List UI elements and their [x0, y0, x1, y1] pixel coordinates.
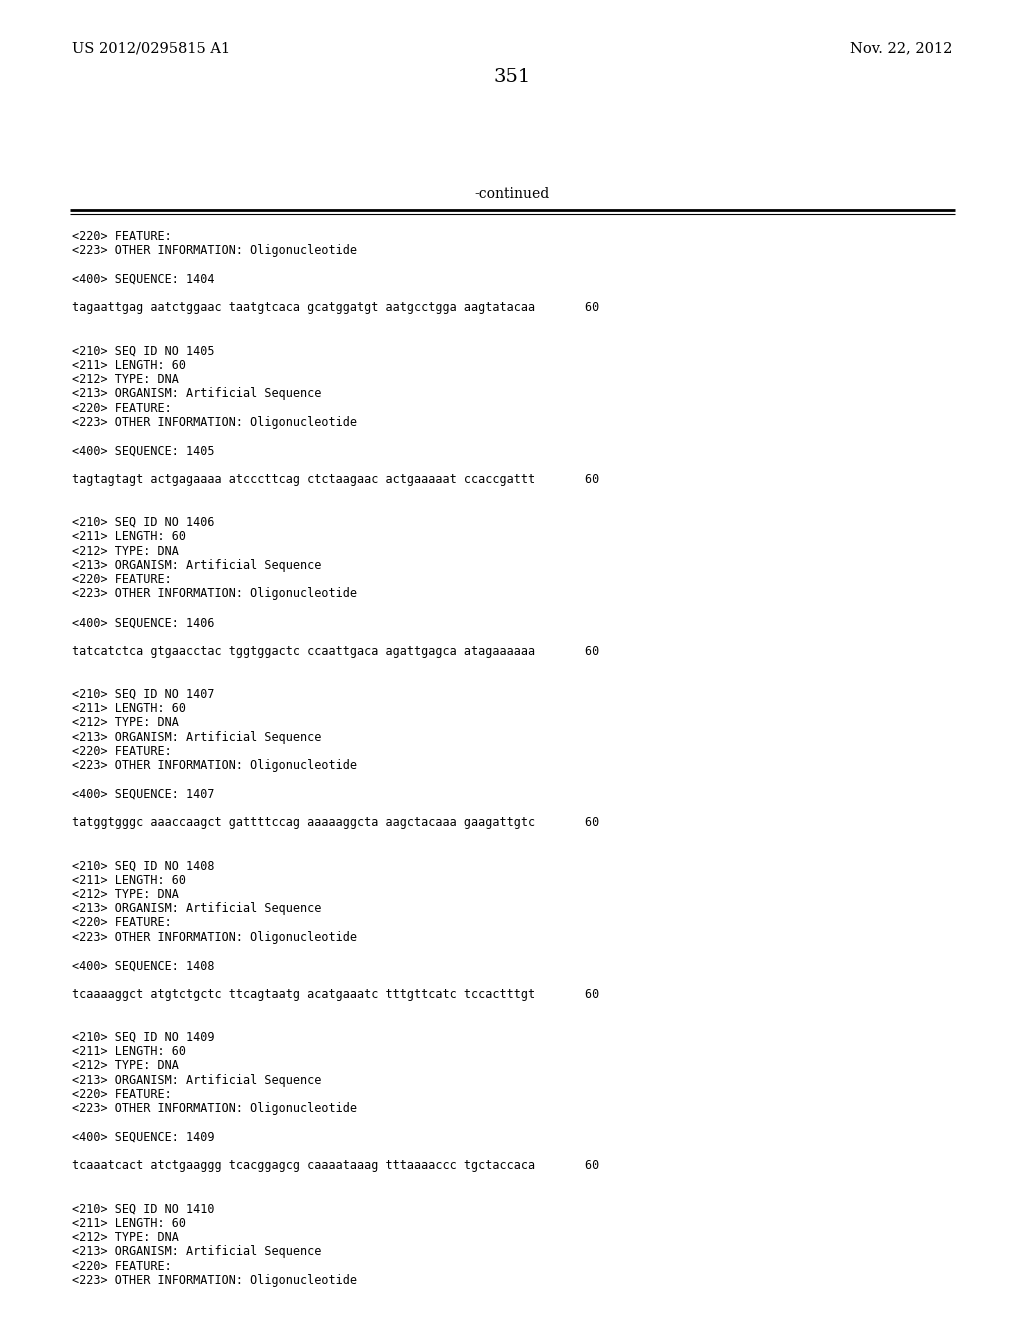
- Text: <220> FEATURE:: <220> FEATURE:: [72, 401, 172, 414]
- Text: <210> SEQ ID NO 1407: <210> SEQ ID NO 1407: [72, 688, 214, 701]
- Text: <223> OTHER INFORMATION: Oligonucleotide: <223> OTHER INFORMATION: Oligonucleotide: [72, 587, 357, 601]
- Text: tcaaatcact atctgaaggg tcacggagcg caaaataaag tttaaaaccc tgctaccaca       60: tcaaatcact atctgaaggg tcacggagcg caaaata…: [72, 1159, 599, 1172]
- Text: <212> TYPE: DNA: <212> TYPE: DNA: [72, 888, 179, 900]
- Text: tagtagtagt actgagaaaa atcccttcag ctctaagaac actgaaaaat ccaccgattt       60: tagtagtagt actgagaaaa atcccttcag ctctaag…: [72, 473, 599, 486]
- Text: <220> FEATURE:: <220> FEATURE:: [72, 744, 172, 758]
- Text: <210> SEQ ID NO 1405: <210> SEQ ID NO 1405: [72, 345, 214, 358]
- Text: <211> LENGTH: 60: <211> LENGTH: 60: [72, 874, 186, 887]
- Text: <213> ORGANISM: Artificial Sequence: <213> ORGANISM: Artificial Sequence: [72, 558, 322, 572]
- Text: tatggtgggc aaaccaagct gattttccag aaaaaggcta aagctacaaa gaagattgtc       60: tatggtgggc aaaccaagct gattttccag aaaaagg…: [72, 816, 599, 829]
- Text: <220> FEATURE:: <220> FEATURE:: [72, 230, 172, 243]
- Text: <400> SEQUENCE: 1406: <400> SEQUENCE: 1406: [72, 616, 214, 630]
- Text: tagaattgag aatctggaac taatgtcaca gcatggatgt aatgcctgga aagtatacaa       60: tagaattgag aatctggaac taatgtcaca gcatgga…: [72, 301, 599, 314]
- Text: <213> ORGANISM: Artificial Sequence: <213> ORGANISM: Artificial Sequence: [72, 1245, 322, 1258]
- Text: <400> SEQUENCE: 1405: <400> SEQUENCE: 1405: [72, 445, 214, 458]
- Text: <211> LENGTH: 60: <211> LENGTH: 60: [72, 702, 186, 715]
- Text: <212> TYPE: DNA: <212> TYPE: DNA: [72, 1232, 179, 1243]
- Text: <223> OTHER INFORMATION: Oligonucleotide: <223> OTHER INFORMATION: Oligonucleotide: [72, 416, 357, 429]
- Text: <213> ORGANISM: Artificial Sequence: <213> ORGANISM: Artificial Sequence: [72, 902, 322, 915]
- Text: <212> TYPE: DNA: <212> TYPE: DNA: [72, 1060, 179, 1072]
- Text: <210> SEQ ID NO 1408: <210> SEQ ID NO 1408: [72, 859, 214, 873]
- Text: <213> ORGANISM: Artificial Sequence: <213> ORGANISM: Artificial Sequence: [72, 730, 322, 743]
- Text: <223> OTHER INFORMATION: Oligonucleotide: <223> OTHER INFORMATION: Oligonucleotide: [72, 931, 357, 944]
- Text: US 2012/0295815 A1: US 2012/0295815 A1: [72, 41, 230, 55]
- Text: <223> OTHER INFORMATION: Oligonucleotide: <223> OTHER INFORMATION: Oligonucleotide: [72, 1102, 357, 1115]
- Text: <223> OTHER INFORMATION: Oligonucleotide: <223> OTHER INFORMATION: Oligonucleotide: [72, 1274, 357, 1287]
- Text: <400> SEQUENCE: 1407: <400> SEQUENCE: 1407: [72, 788, 214, 801]
- Text: <223> OTHER INFORMATION: Oligonucleotide: <223> OTHER INFORMATION: Oligonucleotide: [72, 759, 357, 772]
- Text: <211> LENGTH: 60: <211> LENGTH: 60: [72, 359, 186, 372]
- Text: <400> SEQUENCE: 1409: <400> SEQUENCE: 1409: [72, 1131, 214, 1144]
- Text: tatcatctca gtgaacctac tggtggactc ccaattgaca agattgagca atagaaaaaa       60: tatcatctca gtgaacctac tggtggactc ccaattg…: [72, 644, 599, 657]
- Text: <220> FEATURE:: <220> FEATURE:: [72, 1088, 172, 1101]
- Text: <213> ORGANISM: Artificial Sequence: <213> ORGANISM: Artificial Sequence: [72, 1073, 322, 1086]
- Text: <212> TYPE: DNA: <212> TYPE: DNA: [72, 717, 179, 729]
- Text: -continued: -continued: [474, 187, 550, 201]
- Text: <400> SEQUENCE: 1408: <400> SEQUENCE: 1408: [72, 960, 214, 973]
- Text: <223> OTHER INFORMATION: Oligonucleotide: <223> OTHER INFORMATION: Oligonucleotide: [72, 244, 357, 257]
- Text: <220> FEATURE:: <220> FEATURE:: [72, 916, 172, 929]
- Text: <212> TYPE: DNA: <212> TYPE: DNA: [72, 545, 179, 557]
- Text: <211> LENGTH: 60: <211> LENGTH: 60: [72, 1217, 186, 1230]
- Text: <220> FEATURE:: <220> FEATURE:: [72, 573, 172, 586]
- Text: <211> LENGTH: 60: <211> LENGTH: 60: [72, 1045, 186, 1059]
- Text: <212> TYPE: DNA: <212> TYPE: DNA: [72, 374, 179, 385]
- Text: tcaaaaggct atgtctgctc ttcagtaatg acatgaaatc tttgttcatc tccactttgt       60: tcaaaaggct atgtctgctc ttcagtaatg acatgaa…: [72, 987, 599, 1001]
- Text: <210> SEQ ID NO 1409: <210> SEQ ID NO 1409: [72, 1031, 214, 1044]
- Text: Nov. 22, 2012: Nov. 22, 2012: [850, 41, 952, 55]
- Text: <211> LENGTH: 60: <211> LENGTH: 60: [72, 531, 186, 544]
- Text: <210> SEQ ID NO 1406: <210> SEQ ID NO 1406: [72, 516, 214, 529]
- Text: <210> SEQ ID NO 1410: <210> SEQ ID NO 1410: [72, 1203, 214, 1216]
- Text: <400> SEQUENCE: 1404: <400> SEQUENCE: 1404: [72, 273, 214, 286]
- Text: <213> ORGANISM: Artificial Sequence: <213> ORGANISM: Artificial Sequence: [72, 387, 322, 400]
- Text: <220> FEATURE:: <220> FEATURE:: [72, 1259, 172, 1272]
- Text: 351: 351: [494, 69, 530, 86]
